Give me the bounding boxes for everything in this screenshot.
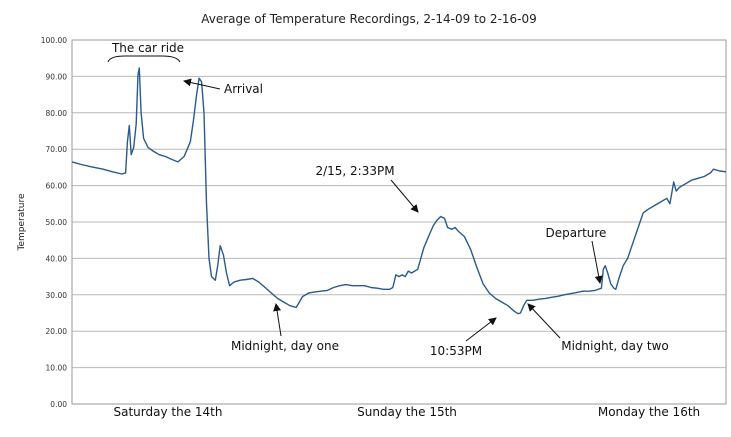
x-category-label: Saturday the 14th — [114, 405, 223, 419]
chart-title: Average of Temperature Recordings, 2-14-… — [201, 12, 537, 26]
y-tick-label: 60.00 — [46, 182, 68, 191]
y-tick-label: 90.00 — [46, 72, 68, 81]
y-tick-label: 10.00 — [46, 364, 68, 373]
y-axis-ticks: 0.00 10.00 20.00 30.00 40.00 50.00 60.00 70.00 8… — [41, 36, 67, 409]
midnight-day-one-arrow — [273, 303, 282, 337]
x-axis-categories: Saturday the 14th Sunday the 15th Monday t… — [114, 405, 701, 419]
low-point-arrow — [465, 317, 497, 342]
car-ride-bracket — [107, 55, 181, 63]
y-tick-label: 20.00 — [46, 327, 68, 336]
y-axis-label: Temperature — [17, 193, 27, 251]
midnight-day-two-arrow — [527, 303, 561, 339]
y-tick-label: 70.00 — [46, 145, 68, 154]
y-tick-label: 100.00 — [41, 36, 67, 45]
annotation-arrival: Arrival — [224, 82, 263, 96]
temperature-series-line — [71, 67, 727, 315]
annotation-midnight-day-two: Midnight, day two — [561, 339, 669, 353]
peak-arrow — [390, 179, 419, 213]
y-tick-label: 0.00 — [50, 400, 67, 409]
arrival-arrow — [183, 78, 221, 90]
plot-frame — [71, 39, 727, 405]
y-tick-label: 50.00 — [46, 218, 68, 227]
x-category-label: Sunday the 15th — [357, 405, 457, 419]
y-tick-label: 40.00 — [46, 254, 68, 263]
annotation-midnight-day-one: Midnight, day one — [231, 339, 339, 353]
x-category-label: Monday the 16th — [598, 405, 700, 419]
annotation-low-time: 10:53PM — [430, 344, 482, 358]
gridlines — [72, 75, 726, 369]
y-tick-label: 80.00 — [46, 109, 68, 118]
y-tick-label: 30.00 — [46, 291, 68, 300]
annotation-car-ride: The car ride — [111, 41, 184, 55]
annotation-peak-time: 2/15, 2:33PM — [315, 164, 394, 178]
annotation-departure: Departure — [546, 226, 607, 240]
departure-arrow — [591, 240, 603, 284]
